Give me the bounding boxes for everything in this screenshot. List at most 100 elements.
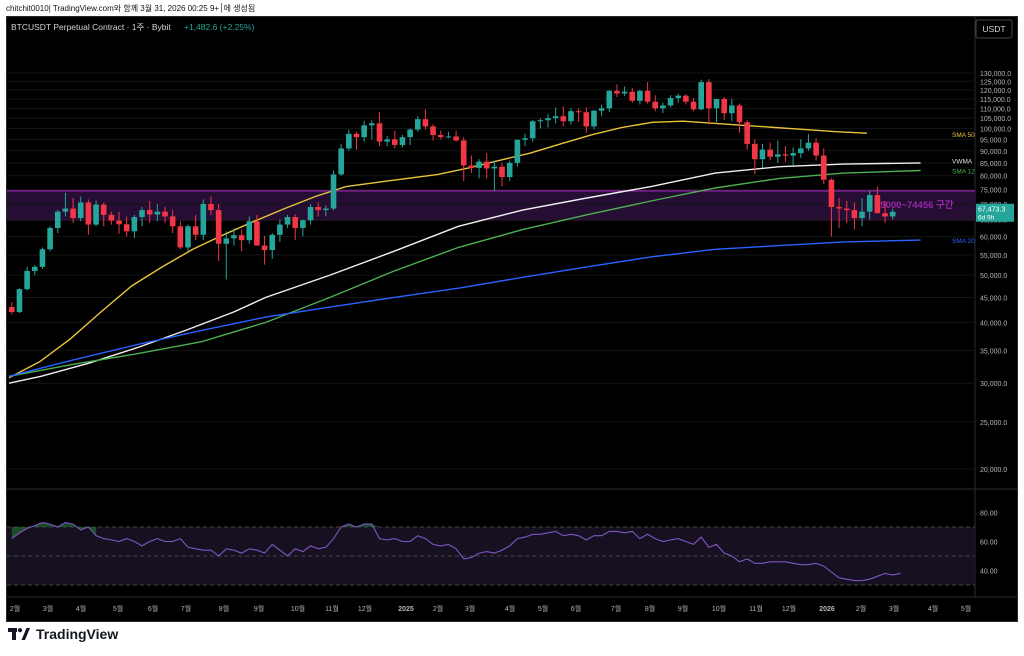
candle-body [491,166,498,169]
last-price-tag [976,203,1014,222]
candle-body [775,154,781,157]
candle-body [882,213,888,217]
candle-body [506,162,513,178]
candle-body [836,207,842,209]
candle-body [759,149,766,160]
rsi-tick-label: 40.00 [980,569,998,576]
currency-button[interactable]: USDT [975,19,1013,39]
ma-line-vwma [8,162,921,384]
currency-button-box[interactable] [975,19,1013,39]
candle-body [667,98,674,106]
candle-body [698,82,704,110]
x-tick-label: 10월 [291,604,305,613]
chart-canvas[interactable]: 65000~74456 구간 SMA 50 VWMA SMA 12 SMA 20 80… [7,17,1017,621]
candle-body [629,91,636,101]
candle-body [575,111,582,113]
candle-body [598,108,605,111]
x-tick-label: 2월 [10,604,20,613]
candle-body [820,155,827,180]
y-tick-label: 100,000.0 [980,127,1011,134]
candle-body [859,211,865,219]
time-axis: 2월 3월 4월 5월 6월 7월 8월 9월 10월 11월 12월 2025 2월 3월 4월 5월 6월 7… [10,604,971,613]
candle-body [568,111,574,122]
candle-body [545,118,551,121]
candle-body [782,154,789,156]
candle-body [713,98,720,109]
candle-body [644,90,651,102]
x-tick-label: 9월 [254,604,264,613]
currency-label[interactable]: USDT [982,24,1005,34]
rsi-line [11,522,901,582]
x-tick-label: 4월 [928,604,938,613]
candle-body [399,137,406,145]
candle-body [9,307,15,313]
y-tick-label: 60,000.0 [980,235,1007,242]
y-tick-label: 75,000.0 [980,187,1007,194]
candle-body [307,207,314,221]
candle-body [430,126,436,135]
candle-body [414,119,421,130]
y-tick-label: 45,000.0 [980,295,1007,302]
candle-body [813,142,819,156]
candle-body [583,112,590,127]
x-tick-label: 2월 [433,604,443,613]
candle-body [277,224,283,235]
x-tick-label: 3월 [465,604,475,613]
rsi-tick-label: 80.00 [980,511,998,518]
candle-body [315,207,321,211]
y-tick-label: 90,000.0 [980,149,1007,156]
candle-body [476,161,482,168]
ma-label: VWMA [952,158,973,165]
y-tick-label: 115,000.0 [980,97,1011,104]
candle-body [706,82,712,109]
candle-body [652,101,659,109]
candle-body [529,121,536,139]
x-tick-label: 7월 [611,604,621,613]
zone-label: 65000~74456 구간 [875,199,954,211]
candle-body [637,90,643,101]
rsi-overbought-fill-2 [333,524,380,527]
candle-body [116,220,122,225]
candle-body [445,136,452,138]
x-tick-label: 4월 [76,604,86,613]
candle-body [177,226,184,248]
candle-body [889,211,896,217]
symbol-title: BTCUSDT Perpetual Contract · 1주 · Bybit [11,22,171,32]
x-tick-label: 2026 [819,606,835,613]
x-tick-label: 5월 [113,604,123,613]
ma-line-sma120 [8,169,921,377]
x-tick-label: 4월 [505,604,515,613]
candle-body [123,224,130,232]
candle-body [169,216,176,227]
candle-body [300,220,306,228]
candle-body [85,202,92,225]
y-tick-label: 120,000.0 [980,88,1011,95]
x-tick-label: 6월 [148,604,158,613]
x-tick-label: 5월 [961,604,971,613]
candle-body [361,125,367,138]
zone-layer: 65000~74456 구간 [7,72,975,470]
candle-body [31,266,38,271]
candle-body [407,129,413,138]
candle-body [292,217,299,228]
rsi-tick-label: 60.00 [980,540,998,547]
candle-body [376,123,383,142]
chart-frame[interactable]: 65000~74456 구간 SMA 50 VWMA SMA 12 SMA 20 80… [6,16,1018,622]
candle-body [254,221,260,246]
candle-body [108,214,115,221]
candle-body [330,174,337,209]
candle-body [683,95,689,102]
candle-body [729,105,735,114]
x-tick-label: 8월 [219,604,229,613]
candle-body [797,148,804,154]
zone-box [7,190,975,220]
ma-label: SMA 50 [952,132,975,139]
x-tick-label: 8월 [645,604,655,613]
candle-body [468,165,475,168]
candle-body [185,226,191,248]
candle-body [47,227,53,250]
candle-body [736,105,743,123]
candles [9,79,896,315]
x-tick-label: 5월 [538,604,548,613]
